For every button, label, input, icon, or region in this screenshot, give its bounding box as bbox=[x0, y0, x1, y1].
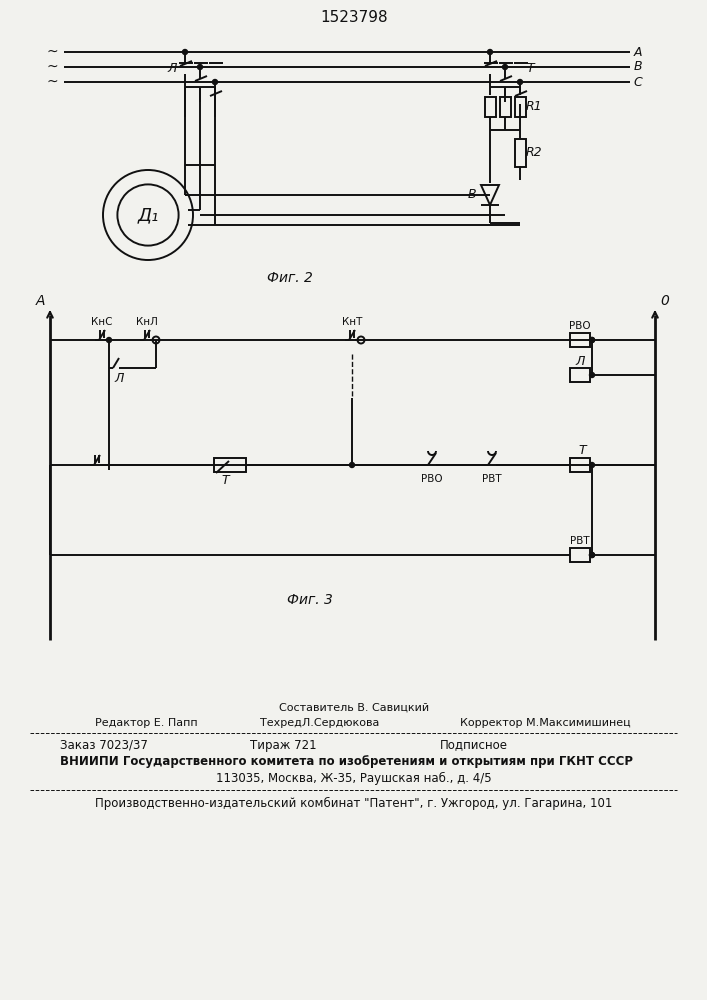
Text: A: A bbox=[35, 294, 45, 308]
Text: ~: ~ bbox=[46, 60, 58, 74]
Text: Фиг. 2: Фиг. 2 bbox=[267, 271, 313, 285]
Text: R1: R1 bbox=[526, 101, 542, 113]
Text: Л: Л bbox=[115, 371, 124, 384]
Text: РВТ: РВТ bbox=[570, 536, 590, 546]
Bar bbox=[570, 333, 590, 347]
Text: Составитель В. Савицкий: Составитель В. Савицкий bbox=[279, 703, 429, 713]
Text: Т: Т bbox=[221, 475, 229, 488]
Text: B: B bbox=[633, 60, 643, 74]
Text: R2: R2 bbox=[526, 146, 542, 159]
Text: Заказ 7023/37: Заказ 7023/37 bbox=[60, 738, 148, 752]
Circle shape bbox=[182, 49, 187, 54]
Circle shape bbox=[590, 552, 595, 558]
Text: Редактор Е. Папп: Редактор Е. Папп bbox=[95, 718, 198, 728]
Text: В: В bbox=[468, 188, 477, 202]
Bar bbox=[570, 368, 590, 382]
Text: КнС: КнС bbox=[91, 317, 112, 327]
Text: 0: 0 bbox=[660, 294, 670, 308]
Circle shape bbox=[488, 49, 493, 54]
Circle shape bbox=[503, 64, 508, 70]
Text: ВНИИПИ Государственного комитета по изобретениям и открытиям при ГКНТ СССР: ВНИИПИ Государственного комитета по изоб… bbox=[60, 756, 633, 768]
Text: Фиг. 3: Фиг. 3 bbox=[287, 593, 333, 607]
Bar bbox=[500, 97, 510, 117]
Text: Производственно-издательский комбинат "Патент", г. Ужгород, ул. Гагарина, 101: Производственно-издательский комбинат "П… bbox=[95, 796, 613, 810]
Circle shape bbox=[197, 64, 202, 70]
Text: 1523798: 1523798 bbox=[320, 10, 388, 25]
Text: Л: Л bbox=[168, 62, 177, 75]
Circle shape bbox=[590, 372, 595, 377]
Text: КнЛ: КнЛ bbox=[136, 317, 158, 327]
Bar bbox=[570, 458, 590, 472]
Text: Т: Т bbox=[578, 444, 586, 458]
Text: ~: ~ bbox=[46, 75, 58, 89]
Circle shape bbox=[107, 338, 112, 342]
Text: Тираж 721: Тираж 721 bbox=[250, 738, 317, 752]
Text: РВО: РВО bbox=[421, 474, 443, 484]
Circle shape bbox=[590, 338, 595, 342]
Text: РВТ: РВТ bbox=[482, 474, 502, 484]
Circle shape bbox=[590, 338, 595, 342]
Bar bbox=[484, 97, 496, 117]
Bar bbox=[214, 458, 246, 472]
Text: Т: Т bbox=[526, 62, 534, 75]
Circle shape bbox=[518, 80, 522, 85]
Bar bbox=[570, 548, 590, 562]
Text: РВО: РВО bbox=[569, 321, 591, 331]
Circle shape bbox=[349, 462, 354, 468]
Text: A: A bbox=[633, 45, 642, 58]
Bar bbox=[515, 97, 525, 117]
Circle shape bbox=[590, 462, 595, 468]
Text: Подписное: Подписное bbox=[440, 738, 508, 752]
Circle shape bbox=[213, 80, 218, 85]
Text: ~: ~ bbox=[46, 45, 58, 59]
Text: C: C bbox=[633, 76, 643, 89]
Text: КнТ: КнТ bbox=[341, 317, 362, 327]
Text: 113035, Москва, Ж-35, Раушская наб., д. 4/5: 113035, Москва, Ж-35, Раушская наб., д. … bbox=[216, 771, 492, 785]
Circle shape bbox=[590, 552, 595, 558]
Text: Корректор М.Максимишинец: Корректор М.Максимишинец bbox=[460, 718, 631, 728]
Text: Д₁: Д₁ bbox=[137, 206, 158, 224]
Text: ТехредЛ.Сердюкова: ТехредЛ.Сердюкова bbox=[260, 718, 380, 728]
Bar bbox=[515, 139, 525, 167]
Text: Л: Л bbox=[575, 355, 585, 367]
